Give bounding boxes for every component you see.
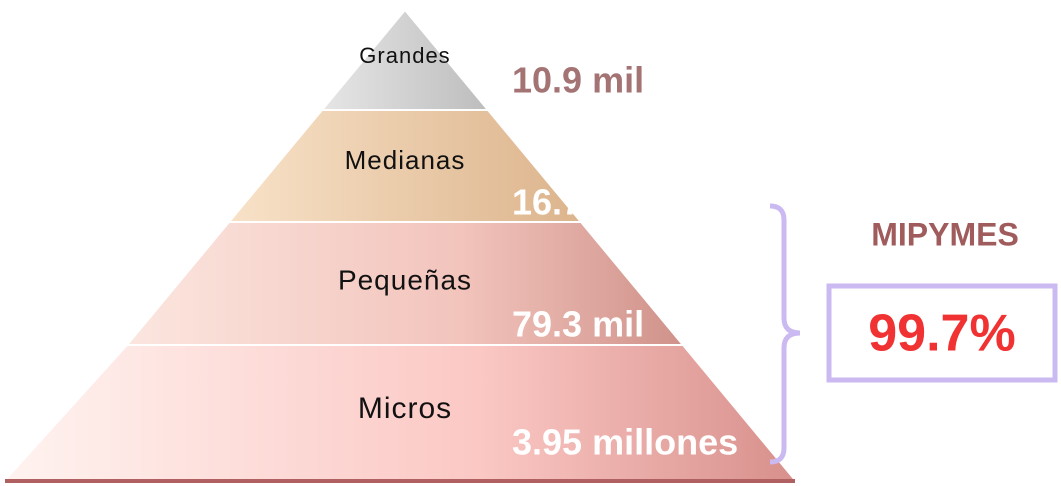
level-label: Grandes [359, 43, 450, 68]
level-value: 16.7 mil [512, 182, 644, 223]
level-value: 10.9 mil [512, 60, 644, 101]
level-label: Medianas [345, 145, 466, 175]
bracket [769, 203, 801, 465]
level-label: Micros [358, 392, 452, 425]
level-value: 79.3 mil [512, 304, 644, 345]
level-label: Pequeñas [338, 264, 472, 295]
level-value: 3.95 millones [512, 422, 738, 463]
summary-value: 99.7% [868, 305, 1015, 363]
summary-box [826, 283, 1058, 383]
summary-label: MIPYMES [871, 216, 1019, 252]
